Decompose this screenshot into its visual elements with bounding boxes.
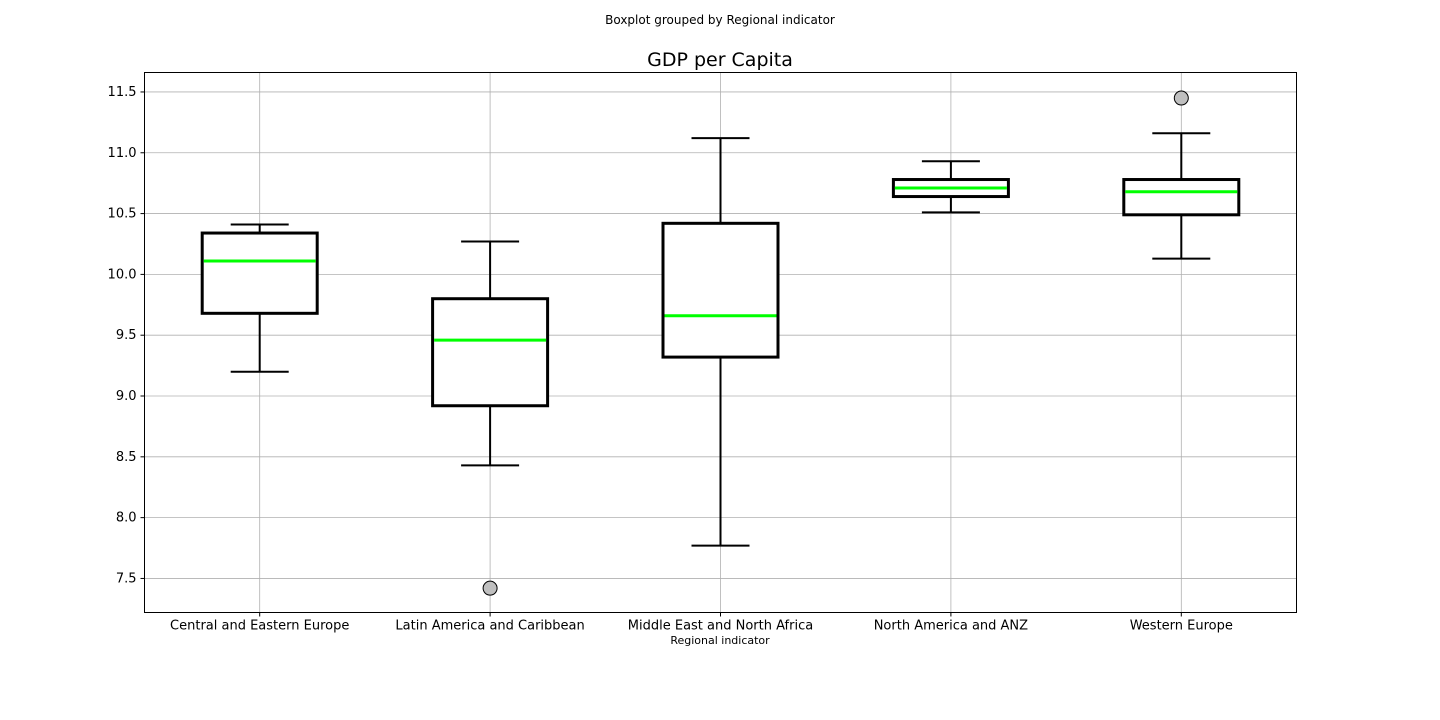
x-tick-label: Western Europe <box>1130 619 1233 634</box>
box-iqr <box>661 221 780 359</box>
box-layer <box>200 90 1241 596</box>
box-iqr <box>200 231 319 315</box>
chart-title: GDP per Capita <box>647 49 793 71</box>
y-tick-label: 9.5 <box>116 328 137 343</box>
x-axis-ticks: Central and Eastern Europe Latin America … <box>170 612 1233 634</box>
x-tick-label: Middle East and North Africa <box>628 619 813 634</box>
y-tick-label: 11.0 <box>108 146 137 161</box>
outlier-point <box>1173 90 1189 106</box>
y-axis-ticks: 7.5 8.0 8.5 9.0 9.5 10.0 10.5 11.0 11.5 <box>108 85 145 586</box>
y-tick-label: 10.0 <box>108 267 137 282</box>
outlier-point <box>482 580 498 596</box>
y-tick-label: 8.0 <box>116 511 137 526</box>
y-tick-label: 10.5 <box>108 207 137 222</box>
y-tick-label: 9.0 <box>116 389 137 404</box>
x-tick-label: Latin America and Caribbean <box>395 619 584 634</box>
box-iqr <box>431 297 550 408</box>
x-tick-label: North America and ANZ <box>874 619 1028 634</box>
box-iqr <box>1122 178 1241 217</box>
chart-suptitle: Boxplot grouped by Regional indicator <box>605 13 835 27</box>
y-tick-label: 7.5 <box>116 571 137 586</box>
y-tick-label: 8.5 <box>116 450 137 465</box>
y-tick-label: 11.5 <box>108 85 137 100</box>
x-axis-label: Regional indicator <box>670 634 770 647</box>
x-tick-label: Central and Eastern Europe <box>170 619 349 634</box>
